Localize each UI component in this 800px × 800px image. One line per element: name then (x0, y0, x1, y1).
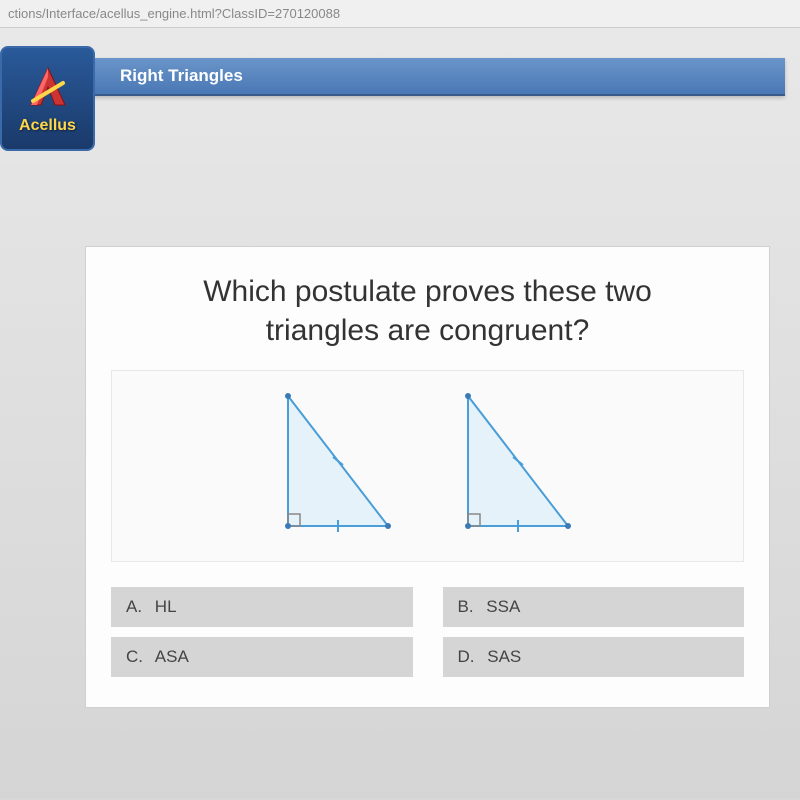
answer-option-c[interactable]: C. ASA (111, 637, 413, 677)
question-card: Which postulate proves these two triangl… (85, 246, 770, 708)
app-area: Right Triangles Acellus Which postulate … (0, 28, 800, 798)
acellus-logo-icon (23, 63, 73, 113)
lesson-header: Right Triangles (0, 58, 785, 96)
brand-logo-block[interactable]: Acellus (0, 46, 95, 151)
answer-option-a[interactable]: A. HL (111, 587, 413, 627)
answer-text: SSA (486, 597, 520, 616)
question-line-2: triangles are congruent? (266, 314, 590, 347)
brand-name: Acellus (19, 117, 76, 135)
question-text: Which postulate proves these two triangl… (111, 272, 744, 350)
answer-grid: A. HL B. SSA C. ASA D. SAS (111, 587, 744, 677)
answer-letter: A. (126, 597, 142, 616)
question-line-1: Which postulate proves these two (203, 275, 652, 308)
triangle-left (268, 386, 408, 546)
answer-letter: B. (458, 597, 474, 616)
answer-option-d[interactable]: D. SAS (443, 637, 745, 677)
triangle-right (448, 386, 588, 546)
triangle-diagram (111, 370, 744, 562)
answer-text: ASA (155, 647, 189, 666)
answer-letter: D. (458, 647, 475, 666)
answer-letter: C. (126, 647, 143, 666)
answer-text: SAS (487, 647, 521, 666)
url-text: ctions/Interface/acellus_engine.html?Cla… (8, 6, 340, 21)
answer-text: HL (155, 597, 177, 616)
lesson-title: Right Triangles (120, 66, 243, 85)
answer-option-b[interactable]: B. SSA (443, 587, 745, 627)
browser-url-bar: ctions/Interface/acellus_engine.html?Cla… (0, 0, 800, 28)
